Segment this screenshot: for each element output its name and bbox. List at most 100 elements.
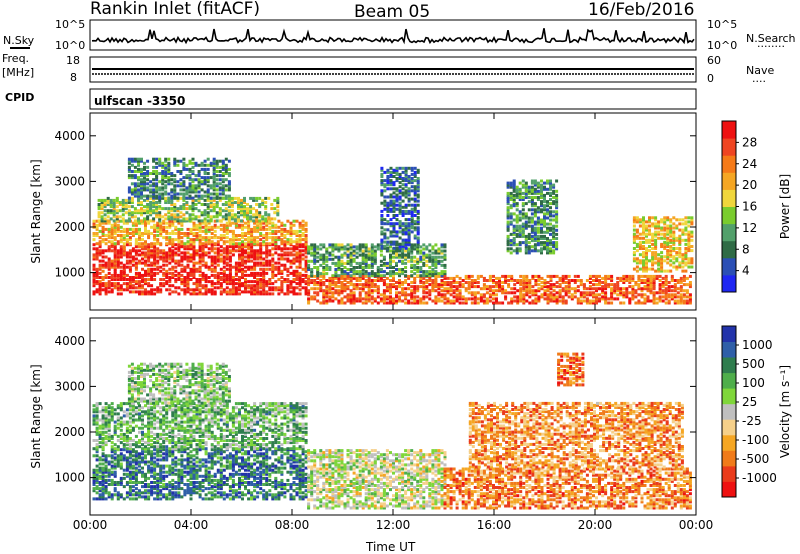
heatmap-cell	[648, 216, 651, 220]
heatmap-cell	[413, 226, 417, 230]
heatmap-cell	[301, 267, 305, 271]
heatmap-cell	[419, 270, 423, 274]
heatmap-cell	[286, 269, 290, 273]
heatmap-cell	[292, 278, 296, 281]
heatmap-cell	[643, 299, 647, 303]
heatmap-cell	[244, 234, 247, 237]
heatmap-cell	[155, 186, 159, 190]
heatmap-cell	[654, 245, 658, 248]
heatmap-cell	[676, 287, 680, 291]
heatmap-cell	[255, 215, 259, 219]
heatmap-cell	[198, 278, 202, 281]
heatmap-cell	[192, 251, 196, 255]
heatmap-cell	[92, 238, 96, 242]
heatmap-cell	[380, 209, 384, 213]
heatmap-cell	[195, 251, 199, 255]
heatmap-cell	[334, 297, 338, 301]
heatmap-cell	[204, 261, 208, 265]
heatmap-cell	[625, 287, 629, 291]
heatmap-cell	[413, 189, 417, 193]
heatmap-cell	[524, 191, 528, 195]
heatmap-cell	[398, 253, 401, 257]
heatmap-cell	[666, 261, 670, 265]
heatmap-cell	[204, 236, 208, 240]
heatmap-cell	[310, 270, 314, 274]
heatmap-cell	[125, 261, 129, 265]
heatmap-cell	[247, 257, 251, 261]
heatmap-cell	[661, 299, 665, 303]
heatmap-cell	[146, 207, 150, 211]
heatmap-cell	[247, 227, 251, 231]
heatmap-cell	[194, 203, 198, 206]
heatmap-cell	[316, 255, 320, 259]
heatmap-cell	[110, 273, 114, 277]
heatmap-cell	[395, 207, 399, 211]
heatmap-cell	[204, 251, 208, 255]
heatmap-cell	[552, 234, 556, 238]
heatmap-cell	[176, 192, 180, 196]
heatmap-cell	[207, 247, 211, 251]
heatmap-cell	[204, 292, 208, 296]
heatmap-cell	[524, 243, 528, 247]
heatmap-cell	[197, 163, 201, 167]
heatmap-cell	[413, 172, 417, 176]
heatmap-cell	[150, 284, 154, 288]
heatmap-cell	[437, 285, 441, 289]
heatmap-cell	[385, 263, 389, 267]
heatmap-cell	[125, 255, 129, 259]
heatmap-cell	[107, 221, 111, 225]
heatmap-cell	[404, 195, 408, 199]
heatmap-cell	[452, 291, 456, 295]
heatmap-cell	[404, 257, 408, 261]
heatmap-cell	[215, 215, 219, 219]
heatmap-cell	[222, 276, 226, 279]
heatmap-cell	[645, 263, 648, 267]
heatmap-cell	[286, 251, 290, 255]
heatmap-cell	[537, 287, 541, 291]
heatmap-cell	[116, 255, 120, 259]
heatmap-cell	[176, 196, 180, 200]
heatmap-cell	[134, 253, 138, 257]
heatmap-cell	[206, 215, 210, 219]
heatmap-cell	[265, 261, 269, 265]
heatmap-cell	[401, 268, 405, 271]
heatmap-cell	[167, 157, 171, 161]
heatmap-cell	[407, 199, 411, 203]
heatmap-cell	[389, 175, 393, 178]
heatmap-cell	[144, 280, 147, 284]
heatmap-cell	[162, 221, 166, 225]
heatmap-cell	[552, 299, 556, 303]
heatmap-cell	[313, 247, 317, 251]
heatmap-cell	[395, 170, 399, 174]
heatmap-cell	[322, 293, 326, 297]
heatmap-cell	[337, 255, 341, 259]
heatmap-cell	[534, 293, 538, 297]
heatmap-cell	[519, 295, 523, 299]
heatmap-cell	[109, 217, 113, 221]
heatmap-cell	[234, 238, 238, 242]
heatmap-cell	[164, 196, 168, 200]
heatmap-cell	[167, 176, 171, 180]
heatmap-cell	[127, 217, 131, 221]
heatmap-cell	[143, 161, 146, 165]
heatmap-cell	[395, 251, 398, 255]
heatmap-cell	[398, 181, 402, 185]
heatmap-cell	[555, 274, 559, 278]
heatmap-cell	[210, 292, 214, 296]
heatmap-cell	[262, 242, 266, 246]
heatmap-cell	[127, 190, 131, 194]
heatmap-cell	[182, 184, 186, 188]
heatmap-cell	[419, 245, 423, 249]
heatmap-cell	[373, 245, 377, 249]
heatmap-cell	[240, 219, 243, 223]
heatmap-cell	[170, 182, 174, 186]
heatmap-cell	[663, 240, 667, 244]
heatmap-cell	[458, 283, 462, 287]
heatmap-cell	[524, 183, 528, 187]
heatmap-cell	[407, 197, 411, 201]
heatmap-cell	[230, 217, 234, 221]
heatmap-cell	[576, 299, 580, 303]
heatmap-cell	[657, 253, 661, 257]
heatmap-cell	[666, 255, 670, 259]
heatmap-cell	[153, 223, 157, 227]
